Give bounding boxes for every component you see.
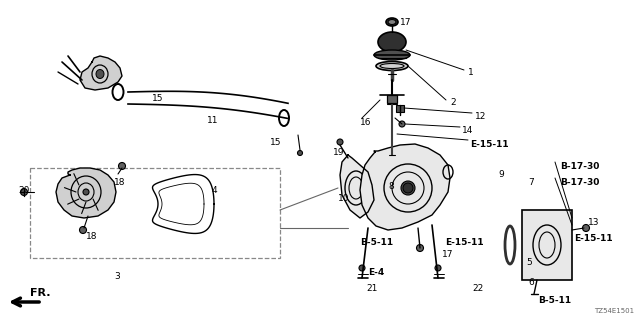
Text: B-17-30: B-17-30 [560, 178, 600, 187]
Polygon shape [340, 155, 374, 218]
Text: 3: 3 [114, 272, 120, 281]
Ellipse shape [298, 150, 303, 156]
Polygon shape [80, 56, 122, 90]
Text: 18: 18 [114, 178, 125, 187]
Text: 15: 15 [152, 94, 163, 103]
Bar [387, 95, 397, 103]
Text: 5: 5 [526, 258, 532, 267]
Text: FR.: FR. [30, 288, 51, 298]
Text: 4: 4 [212, 186, 218, 195]
Text: B-5-11: B-5-11 [360, 238, 393, 247]
Text: 12: 12 [475, 112, 486, 121]
Ellipse shape [401, 181, 415, 195]
Ellipse shape [96, 69, 104, 78]
Text: 22: 22 [472, 284, 483, 293]
Text: E-4: E-4 [368, 268, 384, 277]
Ellipse shape [435, 265, 441, 271]
Text: TZ54E1501: TZ54E1501 [594, 308, 634, 314]
Text: 1: 1 [468, 68, 474, 77]
Text: 16: 16 [360, 118, 371, 127]
Text: 14: 14 [462, 126, 474, 135]
Circle shape [403, 183, 413, 193]
Text: 7: 7 [528, 178, 534, 187]
Text: B-5-11: B-5-11 [538, 296, 571, 305]
Text: 9: 9 [498, 170, 504, 179]
Polygon shape [360, 144, 450, 230]
Text: E-15-11: E-15-11 [574, 234, 612, 243]
Ellipse shape [374, 50, 410, 60]
Text: 15: 15 [270, 138, 282, 147]
Ellipse shape [417, 244, 424, 252]
Circle shape [582, 225, 589, 231]
Bar [522, 210, 572, 280]
Text: E-15-11: E-15-11 [445, 238, 484, 247]
Text: 20: 20 [18, 186, 29, 195]
Text: 17: 17 [442, 250, 454, 259]
Circle shape [399, 121, 405, 127]
Ellipse shape [83, 189, 89, 195]
Text: 6: 6 [528, 278, 534, 287]
Text: 18: 18 [86, 232, 97, 241]
Text: 19: 19 [333, 148, 344, 157]
Circle shape [79, 227, 86, 234]
Bar [396, 105, 404, 112]
Polygon shape [56, 168, 116, 218]
Text: 13: 13 [588, 218, 600, 227]
Bar [30, 168, 280, 258]
Ellipse shape [376, 61, 408, 70]
Circle shape [118, 163, 125, 170]
Circle shape [20, 188, 28, 196]
Text: 11: 11 [207, 116, 218, 125]
Text: 10: 10 [338, 194, 349, 203]
Text: 17: 17 [400, 18, 412, 27]
Text: E-15-11: E-15-11 [470, 140, 509, 149]
Ellipse shape [388, 20, 396, 25]
Ellipse shape [337, 139, 343, 145]
Text: B-17-30: B-17-30 [560, 162, 600, 171]
Text: 2: 2 [450, 98, 456, 107]
Ellipse shape [359, 265, 365, 271]
Text: 21: 21 [366, 284, 378, 293]
Ellipse shape [378, 32, 406, 52]
Text: 8: 8 [388, 182, 394, 191]
Ellipse shape [386, 18, 398, 26]
